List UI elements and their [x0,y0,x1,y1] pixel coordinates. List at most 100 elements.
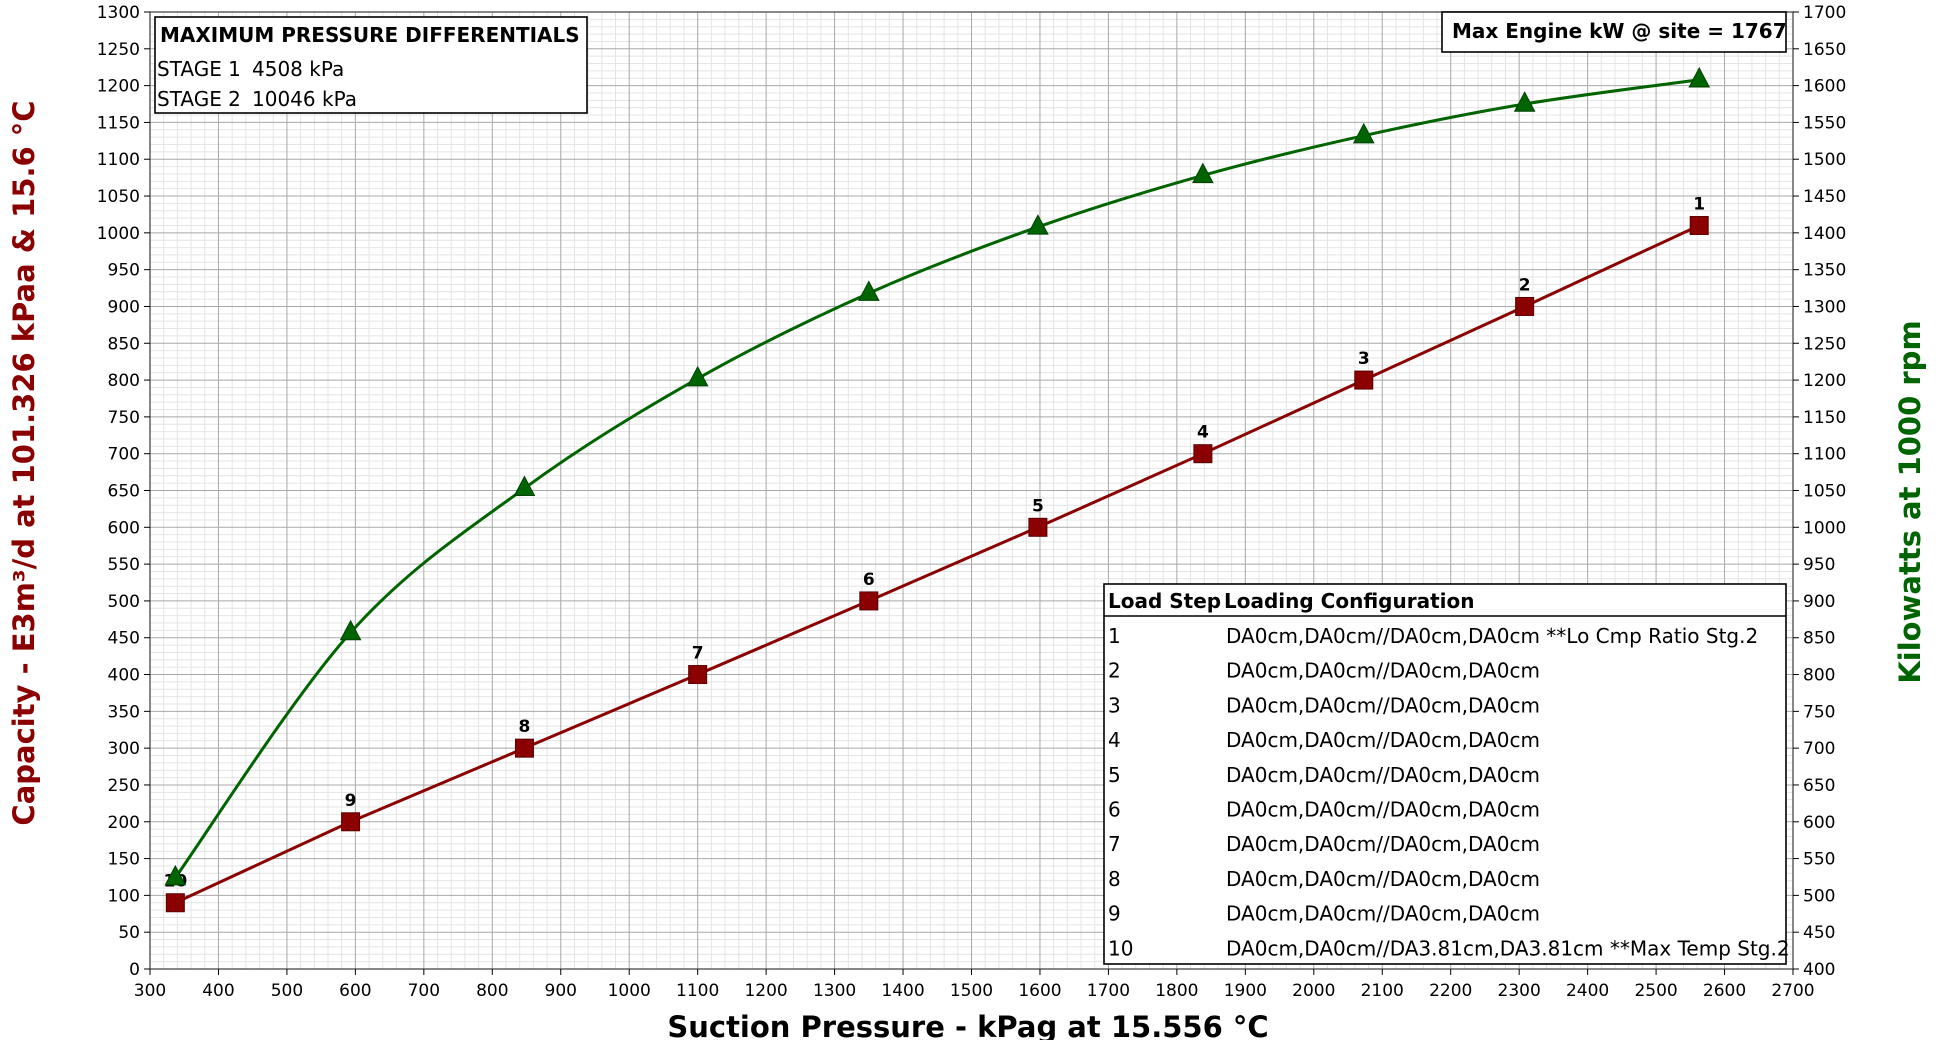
x-tick-label: 700 [408,981,440,1001]
stage2-label: STAGE 2 [157,87,241,111]
table-cell-step: 3 [1108,693,1121,717]
table-cell-step: 5 [1108,763,1121,787]
x-tick-label: 2500 [1634,981,1677,1001]
y-right-tick-label: 1000 [1803,518,1846,538]
y-right-tick-label: 1500 [1803,150,1846,170]
x-tick-label: 2700 [1771,981,1814,1001]
table-header-config: Loading Configuration [1224,589,1474,613]
x-tick-label: 1800 [1155,981,1198,1001]
series: 12345678910 [163,66,1711,913]
x-tick-label: 2400 [1566,981,1609,1001]
y-left-tick-label: 600 [108,518,140,538]
y-right-tick-label: 500 [1803,886,1835,906]
capacity-point [1515,296,1535,316]
power-point [1027,214,1049,235]
power-point [164,864,187,886]
y-right-tick-label: 1350 [1803,261,1846,281]
x-tick-label: 1100 [676,981,719,1001]
y-right-tick-label: 800 [1803,666,1835,686]
y-left-tick-label: 800 [108,371,140,391]
point-label: 9 [345,791,357,811]
y-left-tick-label: 850 [108,334,140,354]
x-tick-label: 2300 [1498,981,1541,1001]
power-point [1192,162,1214,184]
x-tick-label: 500 [271,981,303,1001]
y-right-tick-label: 1300 [1803,297,1846,317]
point-label: 8 [519,717,531,737]
point-label: 5 [1032,496,1044,516]
y-left-tick-label: 350 [108,702,140,722]
x-axis-title: Suction Pressure - kPag at 15.556 °C [667,1010,1268,1040]
capacity-point [514,738,534,758]
table-cell-step: 2 [1108,659,1121,683]
capacity-point [1028,517,1048,537]
table-cell-config: DA0cm,DA0cm//DA0cm,DA0cm [1226,693,1540,717]
x-tick-label: 1600 [1018,981,1061,1001]
table-cell-config: DA0cm,DA0cm//DA0cm,DA0cm [1226,763,1540,787]
y-left-tick-label: 450 [108,629,140,649]
power-point [339,619,362,641]
stage2-value: 10046 kPa [252,87,357,111]
y-right-tick-label: 1400 [1803,224,1846,244]
x-tick-label: 1000 [608,981,651,1001]
table-header-step: Load Step [1108,589,1221,613]
y-left-tick-label: 1150 [97,113,140,133]
y-right-tick-label: 1150 [1803,408,1846,428]
y-right-tick-label: 1600 [1803,77,1846,97]
point-label: 2 [1519,275,1531,295]
y-left-tick-label: 950 [108,261,140,281]
table-cell-step: 4 [1108,728,1121,752]
y-left-tick-label: 150 [108,850,140,870]
table-cell-config: DA0cm,DA0cm//DA0cm,DA0cm [1226,832,1540,856]
y-right-tick-label: 400 [1803,960,1835,980]
y-right-tick-label: 650 [1803,776,1835,796]
x-tick-label: 2200 [1429,981,1472,1001]
point-label: 1 [1693,194,1705,214]
power-point [857,280,880,301]
y-left-tick-label: 400 [108,666,140,686]
table-cell-step: 8 [1108,867,1121,891]
max-engine-text: Max Engine kW @ site = 1767 [1452,19,1787,43]
y-right-tick-label: 1650 [1803,40,1846,60]
y-left-tick-label: 700 [108,445,140,465]
y-left-tick-label: 300 [108,739,140,759]
x-tick-label: 300 [134,981,166,1001]
y-left-tick-label: 1200 [97,77,140,97]
table-cell-step: 1 [1108,624,1121,648]
y-left-tick-label: 50 [118,923,140,943]
table-cell-config: DA0cm,DA0cm//DA0cm,DA0cm **Lo Cmp Ratio … [1226,624,1758,648]
pressure-differentials-box: MAXIMUM PRESSURE DIFFERENTIALS STAGE 1 4… [154,16,588,114]
table-cell-config: DA0cm,DA0cm//DA3.81cm,DA3.81cm **Max Tem… [1226,936,1790,960]
y-right-tick-label: 1050 [1803,482,1846,502]
y-right-tick-label: 1100 [1803,445,1846,465]
x-tick-label: 2600 [1703,981,1746,1001]
y-right-tick-label: 950 [1803,555,1835,575]
y-right-tick-label: 850 [1803,629,1835,649]
y-axis-left-title: Capacity - E3m³/d at 101.326 kPaa & 15.6… [7,100,41,825]
power-point [1513,91,1536,112]
capacity-point [165,893,185,913]
y-left-tick-label: 200 [108,813,140,833]
y-right-tick-label: 1550 [1803,113,1846,133]
y-right-tick-label: 750 [1803,702,1835,722]
point-label: 3 [1358,349,1370,369]
max-engine-box: Max Engine kW @ site = 1767 [1441,11,1787,53]
y-left-tick-label: 1000 [97,224,140,244]
power-point [1688,66,1711,88]
y-right-tick-label: 1700 [1803,3,1846,23]
stage1-value: 4508 kPa [252,57,344,81]
load-step-table: Load Step Loading Configuration 1 DA0cm,D… [1103,583,1790,965]
y-right-tick-label: 550 [1803,850,1835,870]
y-right-tick-label: 450 [1803,923,1835,943]
power-point [686,365,709,387]
y-left-tick-label: 0 [129,960,140,980]
x-tick-label: 2100 [1361,981,1404,1001]
y-right-tick-label: 1450 [1803,187,1846,207]
x-tick-label: 2000 [1292,981,1335,1001]
table-cell-config: DA0cm,DA0cm//DA0cm,DA0cm [1226,728,1540,752]
capacity-point [688,665,708,685]
table-cell-config: DA0cm,DA0cm//DA0cm,DA0cm [1226,902,1540,926]
table-cell-step: 6 [1108,798,1121,822]
y-left-tick-label: 500 [108,592,140,612]
